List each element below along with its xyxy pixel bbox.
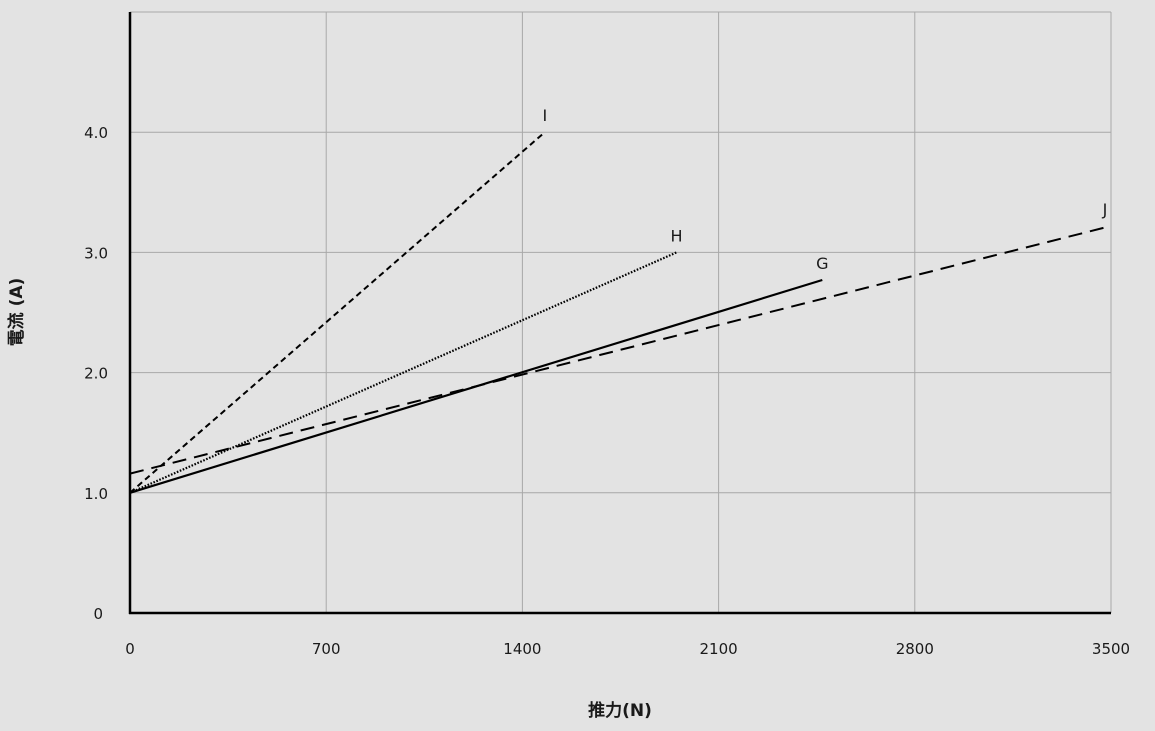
y-tick-label: 0 — [93, 605, 103, 623]
y-tick-label: 4.0 — [84, 124, 108, 142]
series-line-j — [129, 225, 1112, 475]
series-label-g: G — [816, 254, 828, 273]
x-tick-label: 2100 — [700, 640, 738, 658]
series-line-i — [129, 131, 546, 494]
x-tick-label: 2800 — [896, 640, 934, 658]
series-line-h — [129, 251, 678, 494]
y-axis-title: 電流 (A) — [6, 278, 27, 347]
series-label-h: H — [671, 226, 683, 245]
x-axis-title: 推力(N) — [588, 700, 652, 721]
y-tick-label: 3.0 — [84, 244, 108, 262]
series-label-j: J — [1102, 200, 1108, 219]
series-layer — [129, 131, 1112, 494]
x-tick-label: 700 — [312, 640, 341, 658]
axis-layer — [128, 12, 1111, 615]
y-tick-label: 1.0 — [84, 485, 108, 503]
label-layer: 0 700 1400 2100 2800 3500 0 1.0 2.0 3.0 4.0 I H G J — [84, 106, 1130, 658]
series-label-i: I — [542, 106, 547, 125]
grid-layer — [130, 11, 1112, 613]
y-tick-label: 2.0 — [84, 365, 108, 383]
x-tick-label: 3500 — [1092, 640, 1130, 658]
x-tick-label: 1400 — [503, 640, 541, 658]
x-tick-label: 0 — [125, 640, 135, 658]
